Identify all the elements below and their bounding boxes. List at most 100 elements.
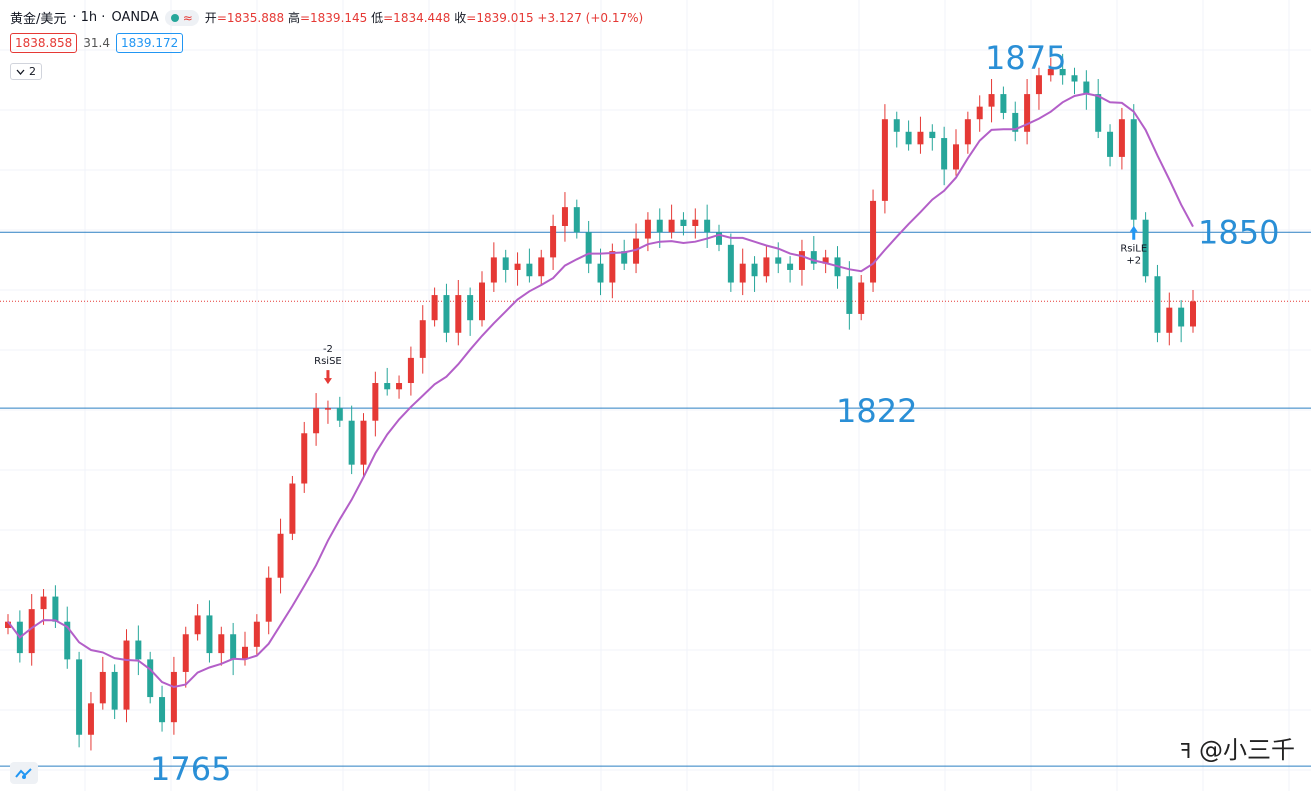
candle-body (1024, 94, 1031, 132)
candle-body (905, 131, 912, 145)
source-label: OANDA (111, 10, 159, 25)
candle-body (1190, 301, 1196, 327)
candle-body (419, 320, 426, 358)
candle-body (313, 408, 320, 434)
bid-price-button[interactable]: 1838.858 (10, 33, 78, 53)
candle-body (52, 596, 59, 622)
candle-body (763, 257, 770, 277)
arrow-up-icon (1129, 225, 1138, 240)
candle-body (301, 433, 308, 484)
indicator-count: 2 (29, 65, 36, 78)
candle-body (976, 106, 983, 120)
change-value: +3.127 (+0.17%) (537, 11, 644, 25)
candle-body (929, 131, 936, 139)
candle-body (384, 383, 391, 390)
candle-body (716, 232, 722, 245)
market-open-dot-icon (170, 13, 179, 22)
arrow-down-icon (323, 370, 332, 385)
level-label-1850: 1850 (1198, 213, 1279, 251)
candle-body (1000, 94, 1007, 113)
close-value: =1839.015 (466, 11, 534, 25)
spread-value: 31.4 (83, 36, 110, 50)
low-value: =1834.448 (383, 11, 451, 25)
candle-body (407, 357, 414, 384)
candle-body (147, 659, 154, 698)
candle-body (550, 225, 557, 258)
candle-body (1035, 75, 1042, 95)
candle-body (230, 634, 237, 660)
candle-body (941, 138, 948, 170)
candle-body (206, 615, 213, 654)
candle-body (822, 257, 829, 264)
candle-body (218, 634, 225, 654)
candle-body (514, 263, 521, 270)
candle-body (656, 219, 663, 233)
legend-header: 黄金/美元 · 1h · OANDA ≈ 开=1835.888 高=1839.1… (10, 8, 643, 27)
candle-body (680, 219, 687, 226)
candle-body (289, 483, 296, 534)
ask-price-button[interactable]: 1839.172 (115, 33, 184, 53)
weibo-icon: ꟻ (1179, 739, 1192, 763)
candle-body (1071, 75, 1078, 82)
candle-body (242, 646, 248, 660)
candle-body (1142, 219, 1149, 277)
candle-body (644, 219, 651, 239)
candle-body (502, 257, 509, 270)
candle-body (727, 244, 734, 283)
candle-body (538, 257, 545, 277)
symbol-name[interactable]: 黄金/美元 (10, 12, 67, 27)
candle-body (277, 533, 284, 578)
market-status-pill[interactable]: ≈ (164, 9, 199, 26)
candle-body (988, 94, 995, 107)
candle-body (1059, 68, 1066, 76)
candle-body (668, 219, 675, 233)
candle-body (893, 119, 900, 132)
candle-body (597, 263, 604, 283)
candle-body (704, 219, 711, 233)
candle-body (870, 200, 877, 283)
candle-body (170, 671, 177, 723)
candle-body (28, 609, 35, 654)
candle-body (431, 295, 438, 321)
candle-body (1083, 81, 1090, 95)
candle-body (490, 257, 497, 283)
candle-body (253, 621, 260, 647)
candle-body (561, 207, 568, 226)
candle-body (1047, 68, 1054, 76)
candle-body (585, 232, 592, 264)
candle-body (324, 408, 331, 410)
candle-body (964, 119, 971, 145)
candle-body (111, 671, 118, 710)
candle-body (135, 640, 142, 660)
indicators-toggle-button[interactable]: 2 (10, 63, 42, 80)
candle-body (336, 408, 343, 421)
candle-body (76, 659, 83, 735)
candle-body (396, 383, 403, 390)
candle-body (372, 383, 379, 421)
candle-body (810, 251, 817, 264)
ohlc-values: 开=1835.888 高=1839.145 低=1834.448 收=1839.… (204, 11, 644, 25)
candle-body (692, 219, 699, 226)
candle-body (360, 420, 367, 465)
candle-body (1130, 119, 1137, 220)
open-value: =1835.888 (216, 11, 285, 25)
candle-body (64, 621, 71, 660)
candle-body (1095, 94, 1102, 132)
candle-body (443, 295, 450, 333)
candle-body (858, 282, 865, 314)
level-label-1875: 1875 (985, 39, 1066, 77)
quote-row: 1838.858 31.4 1839.172 (10, 33, 184, 53)
candle-body (573, 207, 580, 233)
candle-body (1107, 131, 1114, 157)
candle-body (526, 263, 533, 277)
candle-body (751, 263, 758, 277)
tradingview-logo-icon[interactable] (10, 762, 38, 784)
candle-body (265, 577, 272, 622)
candle-body (609, 251, 616, 283)
interval-label: · 1h · (72, 10, 106, 25)
candle-body (40, 596, 47, 610)
candle-body (182, 634, 189, 672)
candle-body (1178, 307, 1185, 327)
signal-value-short: -2 (323, 344, 333, 355)
